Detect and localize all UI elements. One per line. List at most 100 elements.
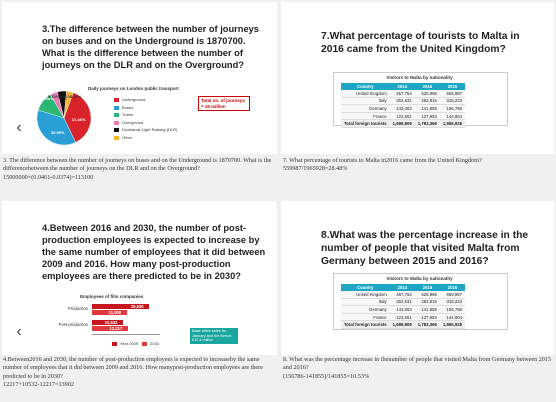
legend-entry-2016: 2016 [142, 341, 159, 346]
table-cell: 1,965,928 [439, 320, 466, 329]
table-cell: 1,689,809 [389, 320, 415, 329]
legend-label: Trains [122, 112, 133, 118]
table-row: Total foreign tourists 1,689,809 1,783,366… [341, 119, 466, 128]
bar-value-label: 19,530 [130, 304, 144, 309]
table-cell: 144,804 [439, 313, 466, 322]
bar-value-label: 11,900 [108, 309, 122, 315]
table-row: France 123,551 127,953 144,804 [341, 313, 466, 322]
table-cell: 262,631 [389, 97, 415, 106]
table-cell: 1,965,928 [439, 119, 466, 128]
table-cell: 1,689,809 [389, 119, 415, 128]
table-cell: 525,996 [414, 90, 440, 98]
table-cell: 282,815 [414, 97, 440, 106]
table-cell: 143,053 [389, 104, 415, 113]
answer-caption-q4: 4.Between2016 and 2030, the number of po… [3, 356, 263, 389]
column-header-2015: 2015 [414, 83, 440, 90]
table-cell: 123,551 [389, 112, 415, 121]
column-header-country: Country [341, 83, 390, 90]
chevron-left-icon[interactable]: ‹ [16, 119, 22, 136]
slide-panel-q3: 3.The difference between the number of j… [2, 2, 277, 154]
question-text: 3.The difference between the number of j… [42, 24, 259, 70]
pie-slice-buses [36, 109, 76, 146]
question-text: 8.What was the percentage increase in th… [321, 230, 529, 268]
column-header-2015: 2015 [414, 284, 440, 291]
table-cell: 282,815 [414, 298, 440, 307]
table-row: United Kingdom 467,754 525,996 559,987 [341, 90, 466, 98]
pie-slice-label: 5.74% [48, 94, 60, 99]
question-text: 7.What percentage of tourists to Malta i… [321, 31, 520, 56]
legend-entry-trains: Trains [114, 112, 133, 117]
bar-value-label: 10,532 [104, 320, 118, 325]
total-journeys-callout: Total no. of journeys = 15 million [198, 96, 250, 111]
legend-label: Buses [122, 104, 134, 110]
legend-label: Other [122, 135, 133, 140]
legend-swatch [114, 135, 119, 140]
legend-entry-year-2009: Year 2009 [112, 341, 138, 346]
table-row: United Kingdom 467,754 525,996 559,987 [341, 291, 466, 299]
sales-callout: Base office sales for January and the Be… [190, 328, 238, 344]
malta-visitors-table: Country 2014 2015 2016 United Kingdom 467,75… [341, 83, 466, 128]
pie-slice-label: 30.99% [51, 130, 65, 135]
table-cell: 1,783,366 [414, 320, 440, 329]
pie-slice-underground [63, 92, 92, 143]
table-cell: 127,953 [414, 112, 440, 121]
row-label: Italy [341, 298, 390, 307]
answer-caption-q8: 8. What was the percentage increase in t… [283, 356, 552, 380]
column-header-2014: 2014 [389, 284, 415, 291]
table-row: France 123,551 127,953 144,804 [341, 112, 466, 121]
legend-swatch [112, 341, 117, 346]
legend-swatch [114, 128, 119, 133]
table-cell: 1,783,366 [414, 119, 440, 128]
table-title: Visitors to Malta by nationality [386, 276, 453, 281]
row-label: United Kingdom [341, 291, 390, 299]
pie-slice-other [63, 90, 74, 119]
table-cell: 156,786 [439, 305, 466, 314]
table-cell: 525,996 [414, 291, 440, 299]
pie-slice-label: 31.46% [72, 117, 86, 122]
legend-label: Year 2009 [120, 341, 139, 346]
legend-label: Docklands Light Railway (DLR) [122, 127, 178, 133]
row-label: Germany [341, 305, 390, 314]
row-label: Germany [341, 104, 390, 113]
answer-caption-q3: 3. The difference between the number of … [3, 157, 272, 181]
table-cell: 123,551 [389, 313, 415, 322]
legend-swatch [114, 113, 119, 118]
table-row: Total foreign tourists 1,689,809 1,783,366… [341, 320, 466, 329]
table-row: Germany 143,053 141,855 156,786 [341, 305, 466, 314]
slide-panel-q7: 7.What percentage of tourists to Malta i… [281, 2, 554, 154]
category-label-post-production: Post-production [58, 322, 88, 327]
category-label-production: Production [67, 306, 88, 311]
table-cell: 315,223 [439, 97, 466, 106]
pie-chart [36, 90, 92, 146]
table-cell: 141,855 [414, 104, 440, 113]
pie-slice-label: 4.01% [60, 94, 72, 99]
table-cell: 559,987 [439, 90, 466, 98]
question-text: 4.Between 2016 and 2030, the number of p… [42, 223, 266, 281]
table-cell: 141,855 [414, 305, 440, 314]
table-cell: 144,804 [439, 112, 466, 121]
column-header-2016: 2016 [439, 83, 466, 90]
table-title: Visitors to Malta by nationality [386, 75, 453, 80]
legend-swatch [114, 97, 119, 102]
legend-entry-overground: Overground [114, 120, 143, 125]
legend-entry-buses: Buses [114, 105, 133, 110]
legend-label: Overground [122, 119, 144, 125]
pie-slice-label: 3.40% [70, 94, 82, 99]
table-cell: 156,786 [439, 104, 466, 113]
column-header-2016: 2016 [439, 284, 466, 291]
table-cell: 262,631 [389, 298, 415, 307]
column-header-2014: 2014 [389, 83, 415, 90]
bar-post-production-2016 [92, 325, 128, 331]
chart-title: Employees of film companies [80, 294, 144, 299]
chevron-left-icon[interactable]: ‹ [16, 323, 22, 340]
bar-production-year-2009 [92, 304, 149, 309]
slide-panel-q4: 4.Between 2016 and 2030, the number of p… [2, 201, 277, 355]
row-label: Total foreign tourists [341, 119, 390, 128]
row-label: Total foreign tourists [341, 320, 390, 329]
legend-swatch [114, 105, 119, 110]
legend-swatch [142, 341, 147, 346]
malta-visitors-table: Country 2014 2015 2016 United Kingdom 467,75… [341, 284, 466, 329]
legend-entry-underground: Underground [114, 97, 145, 102]
bar-post-production-year-2009 [92, 320, 123, 325]
row-label: Italy [341, 97, 390, 106]
